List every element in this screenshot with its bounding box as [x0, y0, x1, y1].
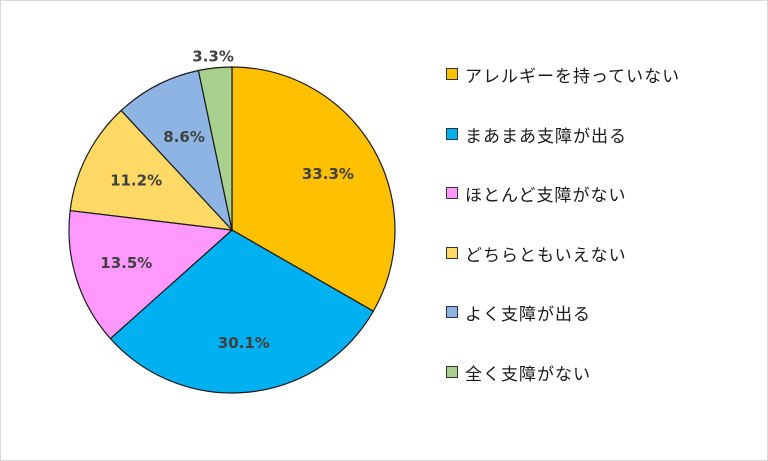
legend-swatch-2 [446, 187, 458, 200]
legend-swatch-5 [446, 365, 458, 378]
slice-value-label-0: 33.3% [302, 165, 354, 183]
legend-item-1: まあまあ支障が出る [446, 122, 680, 182]
slice-value-label-1: 30.1% [218, 334, 270, 352]
legend-item-2: ほとんど支障がない [446, 181, 680, 241]
legend: アレルギーを持っていない まあまあ支障が出る ほとんど支障がない どちらともいえないよ… [446, 62, 680, 420]
legend-label-5: 全く支障がない [465, 364, 591, 385]
slice-value-label-4: 8.6% [163, 128, 205, 146]
legend-item-5: 全く支障がない [446, 360, 680, 420]
pie-slice-3 [69, 109, 234, 231]
legend-label-3: どちらともいえない [465, 245, 627, 266]
legend-label-0: アレルギーを持っていない [465, 67, 681, 87]
slice-value-label-3: 11.2% [110, 172, 162, 190]
pie-slice-0 [231, 66, 396, 313]
pie-slice-2 [68, 209, 234, 340]
legend-swatch-0 [446, 68, 458, 80]
legend-item-3: どちらともいえない [446, 241, 680, 301]
slice-value-label-5: 3.3% [192, 48, 234, 66]
legend-label-1: まあまあ支障が出る [465, 126, 627, 147]
pie-slice-4 [120, 69, 234, 232]
pie-slice-1 [109, 229, 375, 394]
legend-swatch-3 [446, 246, 458, 259]
pie-slice-5 [197, 66, 233, 231]
legend-item-4: よく支障が出る [446, 300, 680, 360]
legend-item-0: アレルギーを持っていない [446, 62, 680, 122]
legend-swatch-4 [446, 306, 458, 319]
legend-swatch-1 [446, 127, 458, 140]
slice-value-label-2: 13.5% [100, 254, 152, 272]
legend-label-4: よく支障が出る [465, 305, 591, 326]
legend-label-2: ほとんど支障がない [465, 186, 627, 207]
